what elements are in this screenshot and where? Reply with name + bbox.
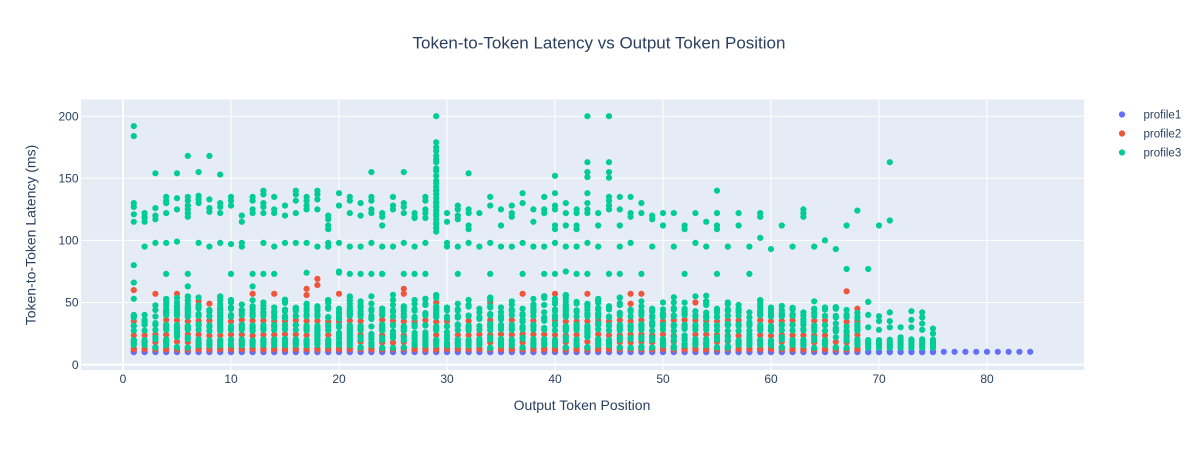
- svg-text:50: 50: [656, 372, 670, 386]
- svg-text:60: 60: [764, 372, 778, 386]
- svg-text:20: 20: [332, 372, 346, 386]
- svg-text:profile2: profile2: [1144, 129, 1182, 141]
- svg-text:200: 200: [58, 109, 78, 123]
- svg-text:30: 30: [440, 372, 454, 386]
- svg-text:70: 70: [872, 372, 886, 386]
- svg-text:80: 80: [980, 372, 994, 386]
- svg-text:40: 40: [548, 372, 562, 386]
- svg-text:100: 100: [58, 234, 78, 248]
- svg-text:150: 150: [58, 172, 78, 186]
- svg-text:0: 0: [120, 372, 127, 386]
- svg-text:10: 10: [224, 372, 238, 386]
- svg-text:profile3: profile3: [1144, 148, 1182, 160]
- svg-text:Token-to-Token Latency (ms): Token-to-Token Latency (ms): [22, 145, 38, 326]
- svg-text:50: 50: [65, 296, 79, 310]
- svg-text:profile1: profile1: [1144, 110, 1182, 122]
- svg-text:Token-to-Token Latency vs Outp: Token-to-Token Latency vs Output Token P…: [413, 34, 786, 53]
- svg-text:Output Token Position: Output Token Position: [514, 397, 651, 413]
- svg-text:0: 0: [72, 358, 79, 372]
